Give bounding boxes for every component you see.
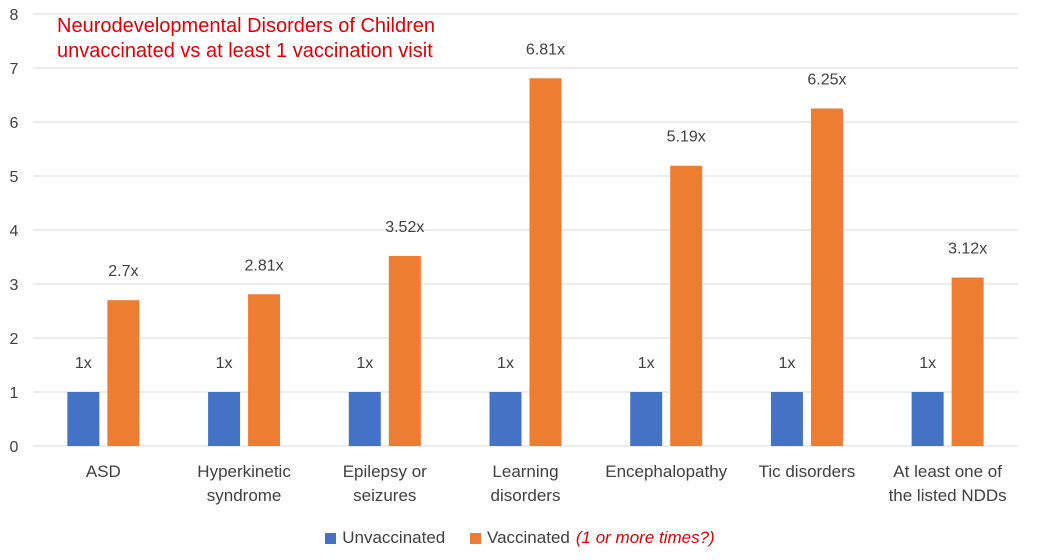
y-tick-label: 3 — [10, 277, 19, 294]
legend-swatch-vaccinated — [470, 532, 481, 544]
legend-item-unvaccinated: Unvaccinated — [325, 528, 445, 548]
gridlines — [33, 13, 1018, 447]
data-label: 3.12x — [948, 241, 987, 258]
data-label: 1x — [216, 355, 233, 372]
bar-unvaccinated — [67, 392, 100, 446]
legend-swatch-unvaccinated — [325, 532, 337, 544]
y-tick-label: 6 — [10, 115, 19, 132]
x-tick-label: Learning disorders — [491, 462, 561, 505]
data-label: 1x — [75, 355, 92, 372]
data-label: 1x — [497, 355, 514, 372]
y-tick-label: 7 — [10, 61, 19, 78]
data-label: 1x — [638, 355, 655, 372]
y-tick-label: 8 — [10, 7, 19, 24]
bar-unvaccinated — [630, 392, 663, 446]
chart-legend: Unvaccinated Vaccinated (1 or more times… — [0, 528, 1040, 549]
x-tick-label: ASD — [86, 462, 121, 481]
data-label: 6.81x — [526, 41, 565, 58]
x-tick-label: Epilepsy or seizures — [343, 462, 427, 505]
bar-vaccinated — [951, 277, 984, 446]
x-tick-label: Hyperkinetic syndrome — [197, 462, 291, 505]
bar-unvaccinated — [770, 392, 803, 446]
bar-unvaccinated — [348, 392, 381, 446]
y-tick-label: 2 — [10, 331, 19, 348]
data-label: 1x — [919, 355, 936, 372]
bar-vaccinated — [107, 300, 140, 446]
bar-vaccinated — [248, 294, 281, 446]
y-tick-label: 0 — [10, 439, 19, 456]
bars — [67, 78, 984, 447]
legend-note-vaccinated: (1 or more times?) — [575, 528, 715, 547]
data-label: 5.19x — [667, 129, 706, 146]
bar-unvaccinated — [911, 392, 944, 446]
data-label: 2.7x — [108, 263, 138, 280]
legend-item-vaccinated: Vaccinated (1 or more times?) — [470, 528, 715, 548]
chart-title-line-1: Neurodevelopmental Disorders of Children — [57, 15, 435, 37]
data-label: 3.52x — [385, 219, 424, 236]
x-axis-labels: ASD Hyperkinetic syndrome Epilepsy or seizur… — [86, 462, 1007, 505]
x-tick-label: At least one of the listed NDDs — [889, 462, 1007, 505]
legend-label-unvaccinated: Unvaccinated — [342, 528, 446, 547]
x-tick-label: Encephalopathy — [605, 462, 727, 481]
chart-title: Neurodevelopmental Disorders of Children… — [57, 14, 435, 64]
data-label: 6.25x — [807, 72, 846, 89]
legend-label-vaccinated: Vaccinated — [487, 528, 570, 547]
data-label: 2.81x — [245, 257, 284, 274]
x-tick-label: Tic disorders — [759, 462, 856, 481]
y-axis-ticks: 0 1 2 3 4 5 6 7 8 — [10, 7, 19, 456]
data-label: 1x — [778, 355, 795, 372]
y-tick-label: 4 — [10, 223, 19, 240]
bar-vaccinated — [529, 78, 562, 446]
data-label: 1x — [356, 355, 373, 372]
chart-title-line-2: unvaccinated vs at least 1 vaccination v… — [57, 40, 433, 62]
y-tick-label: 5 — [10, 169, 19, 186]
data-labels: 1x 2.7x 1x 2.81x 1x 3.52x 1x 6.81x 1x 5.19x 1x 6.25… — [75, 41, 987, 372]
y-tick-label: 1 — [10, 385, 19, 402]
bar-vaccinated — [810, 108, 843, 446]
bar-unvaccinated — [489, 392, 522, 446]
bar-unvaccinated — [208, 392, 241, 446]
bar-vaccinated — [670, 165, 703, 447]
bar-vaccinated — [388, 255, 421, 446]
